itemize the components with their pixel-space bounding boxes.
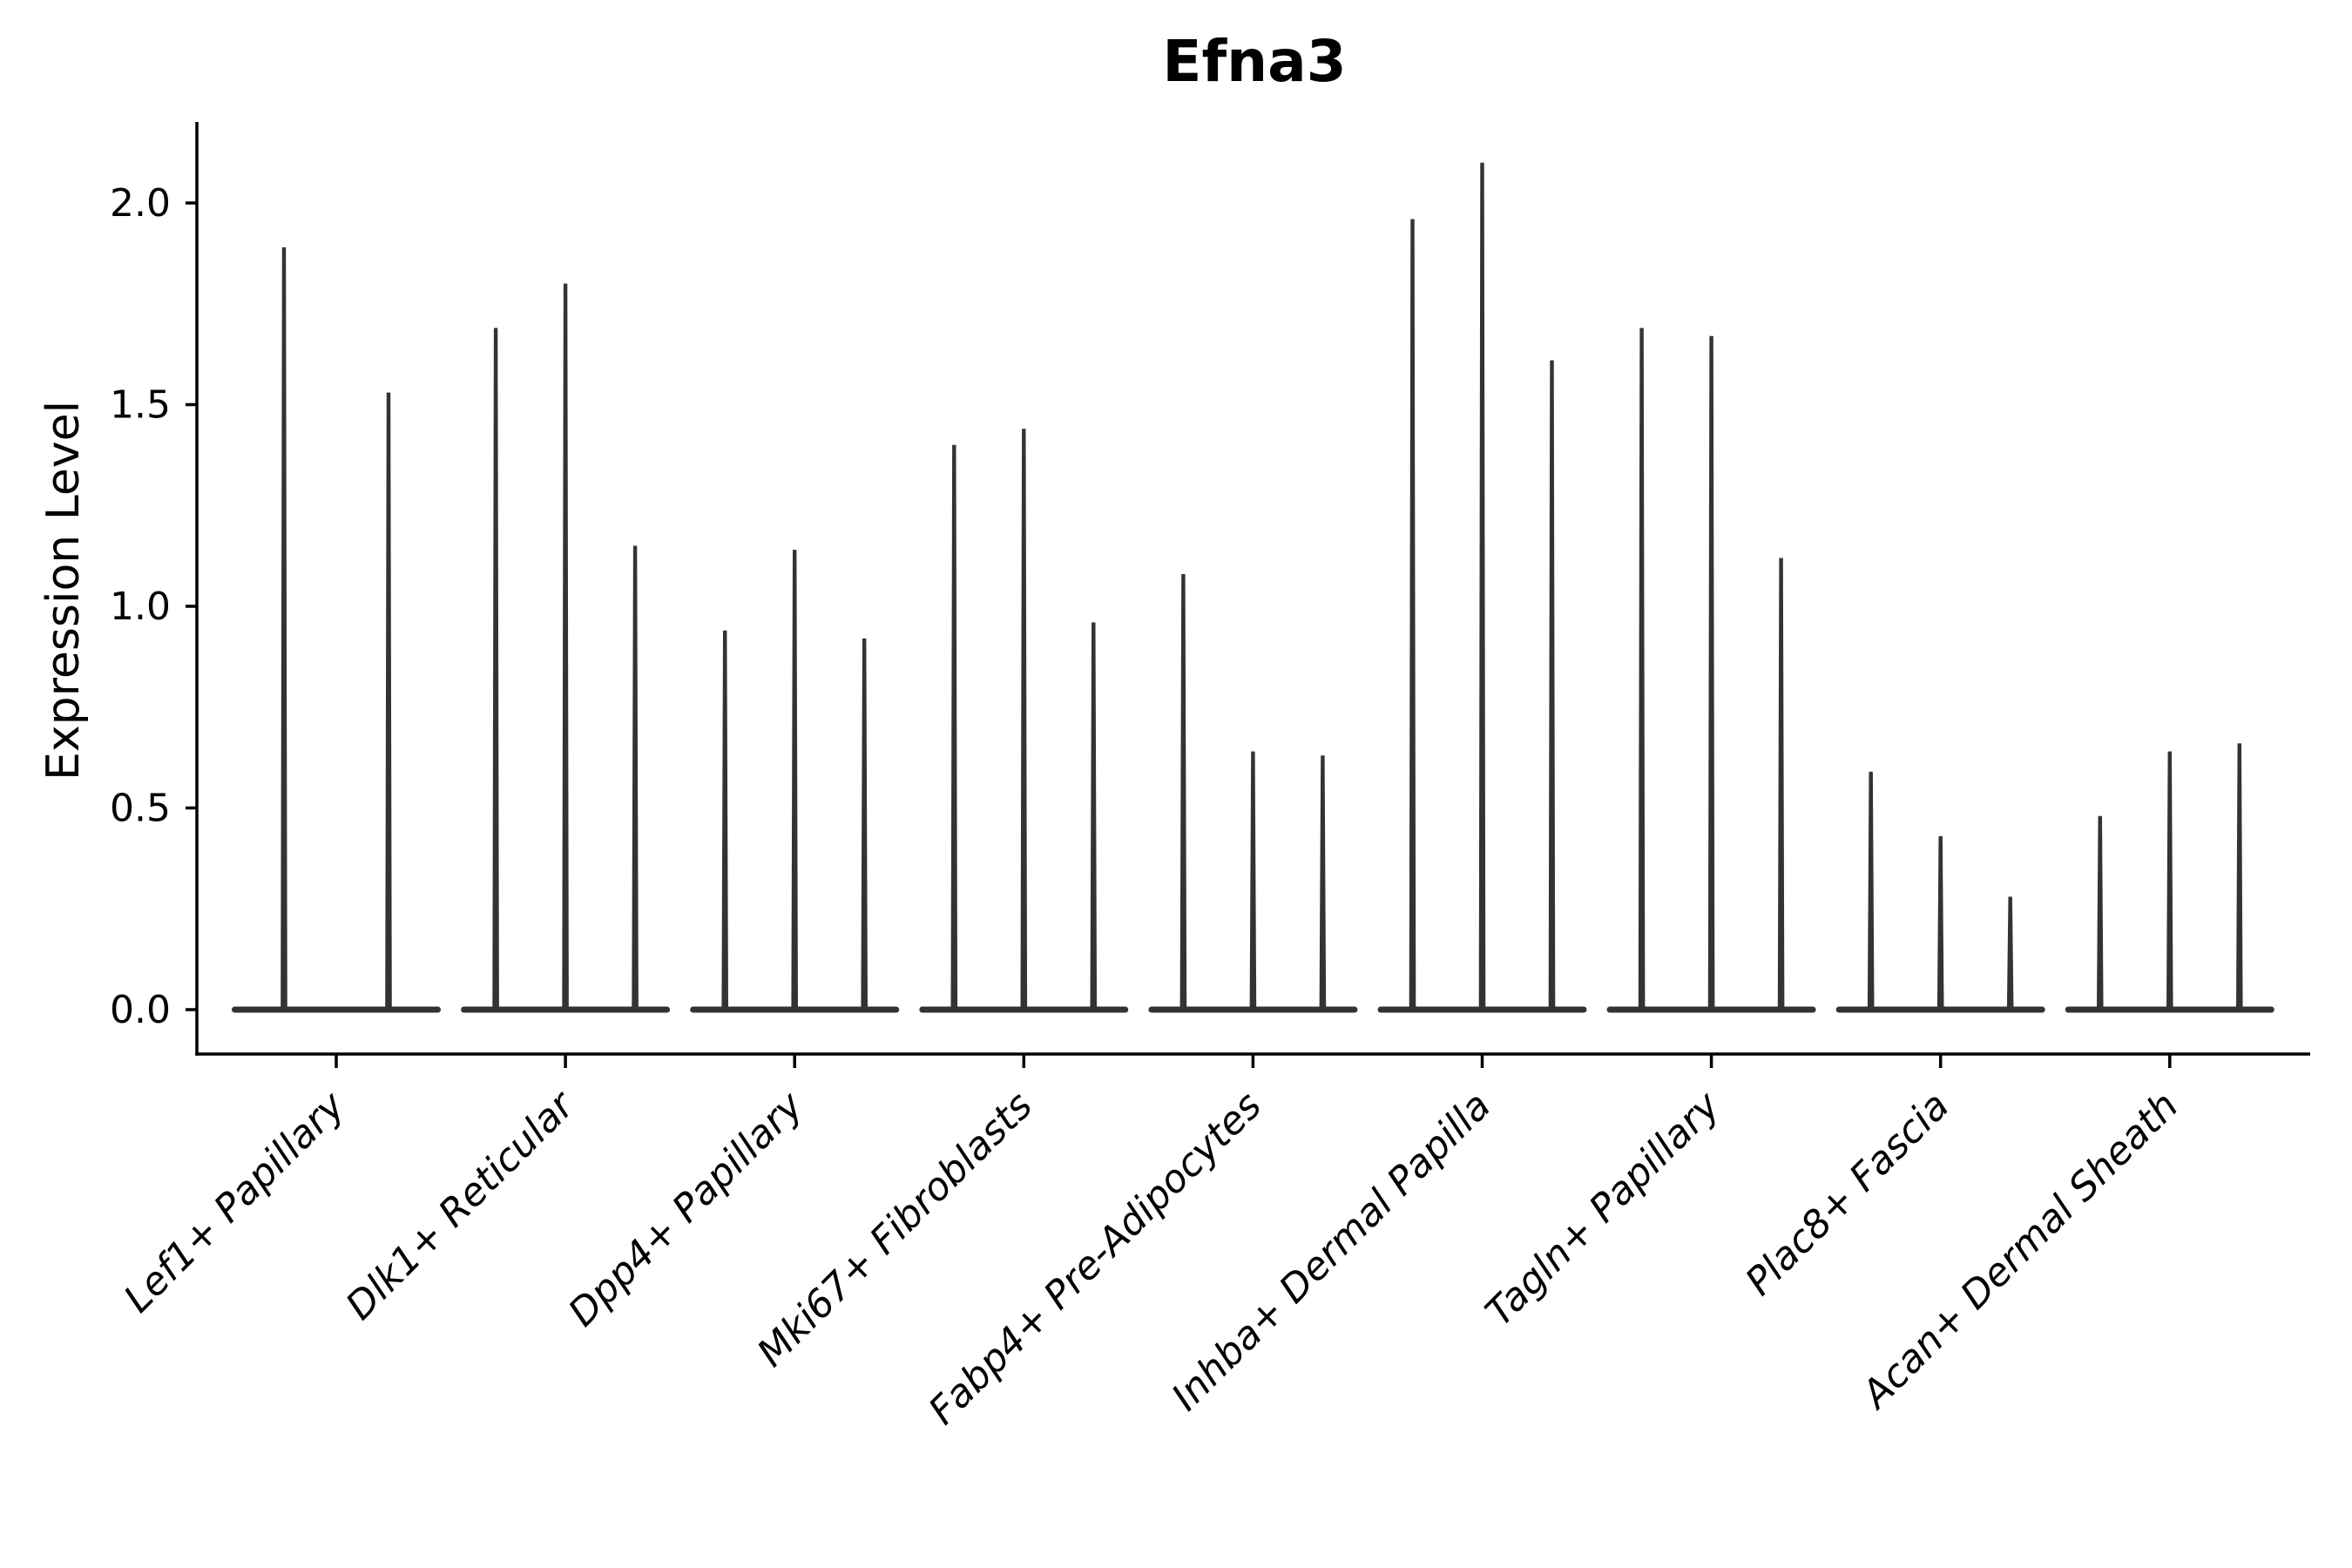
violin-spike <box>1090 622 1098 1010</box>
chart-title: Efna3 <box>1162 28 1347 95</box>
violin-spike <box>1020 429 1028 1010</box>
violin-spike <box>1867 771 1875 1010</box>
x-tick-label: Lef1+ Papillary <box>116 1083 355 1321</box>
x-tick-label: Plac8+ Fascia <box>1737 1084 1957 1304</box>
violin-spike <box>2006 896 2014 1010</box>
violin-spike <box>1409 219 1416 1010</box>
violin-spike <box>385 392 392 1010</box>
violin-spike <box>632 545 639 1010</box>
y-tick-label: 0.5 <box>110 787 171 831</box>
violin-spike <box>280 247 287 1010</box>
y-tick-label: 0.0 <box>110 988 171 1032</box>
violin-spike <box>1478 162 1486 1010</box>
x-tick-label: Dlk1+ Reticular <box>338 1082 585 1328</box>
violin-spike <box>791 550 798 1010</box>
violin-spike <box>950 444 958 1010</box>
violin-spike <box>1638 328 1646 1010</box>
violin-baseline <box>232 1006 441 1013</box>
x-tick-label: Dpp4+ Papillary <box>560 1083 813 1335</box>
violin-spike <box>1548 360 1556 1010</box>
x-tick-label: Tagln+ Papillary <box>1477 1083 1729 1335</box>
y-tick-label: 1.5 <box>110 383 171 428</box>
violin-spike <box>492 328 499 1010</box>
violin-spike <box>861 639 868 1010</box>
y-tick-label: 2.0 <box>110 181 171 226</box>
violin-spike <box>1777 558 1785 1010</box>
violin-spike <box>562 283 569 1010</box>
y-tick-label: 1.0 <box>110 585 171 629</box>
violin-spike <box>1179 573 1187 1010</box>
violin-spike <box>721 630 728 1010</box>
violin-spike <box>1936 835 1944 1010</box>
violin-spike <box>2166 751 2173 1010</box>
violin-spike <box>2236 743 2243 1010</box>
violin-spike <box>1249 751 1257 1010</box>
violin-spike <box>1707 335 1715 1010</box>
violin-spike <box>1319 755 1327 1010</box>
violin-spike <box>2097 815 2104 1010</box>
